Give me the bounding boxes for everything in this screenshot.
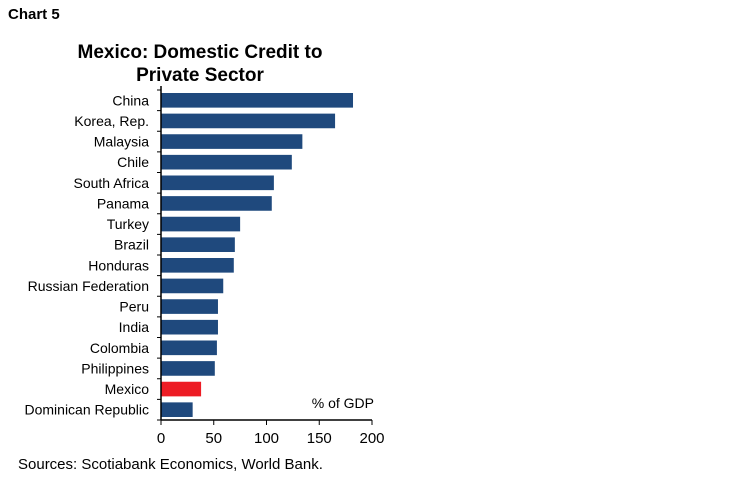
bar-india <box>161 319 218 335</box>
x-tick-label: 100 <box>254 430 279 447</box>
sources-note: Sources: Scotiabank Economics, World Ban… <box>18 456 323 473</box>
category-label: South Africa <box>74 175 150 191</box>
bar-chile <box>161 154 292 170</box>
chart-title-line1: Mexico: Domestic Credit to <box>77 42 323 63</box>
category-label: Russian Federation <box>28 278 149 294</box>
bar-china <box>161 93 354 108</box>
bar-korea-rep- <box>161 113 336 129</box>
chart-number: Chart 5 <box>8 6 60 23</box>
bar-brazil <box>161 237 235 252</box>
bar-panama <box>161 196 272 211</box>
bar-philippines <box>161 361 215 376</box>
category-label: Dominican Republic <box>24 402 149 418</box>
category-label: Panama <box>97 195 149 211</box>
bar-turkey <box>161 216 241 232</box>
bar-colombia <box>161 340 217 356</box>
category-label: Turkey <box>107 216 149 232</box>
x-tick-label: 50 <box>205 430 222 447</box>
bar-malaysia <box>161 134 303 149</box>
category-label: Peru <box>119 299 149 315</box>
bar-mexico <box>161 381 202 397</box>
x-tick-label: 150 <box>307 430 332 447</box>
category-label: China <box>112 92 149 108</box>
bar-south-africa <box>161 175 274 191</box>
bar-peru <box>161 299 218 314</box>
category-label: Malaysia <box>94 134 149 150</box>
category-label: Colombia <box>90 340 149 356</box>
chart-title-line2: Private Sector <box>136 65 264 86</box>
x-tick-label: 0 <box>157 430 165 447</box>
x-tick-label: 200 <box>359 430 384 447</box>
bar-dominican-republic <box>161 402 193 417</box>
category-label: Chile <box>117 154 149 170</box>
category-label: Korea, Rep. <box>74 113 149 129</box>
category-label: Brazil <box>114 237 149 253</box>
bar-russian-federation <box>161 278 224 294</box>
category-label: India <box>119 319 150 335</box>
category-label: Philippines <box>81 360 149 376</box>
unit-label: % of GDP <box>312 395 374 411</box>
category-label: Mexico <box>105 381 150 397</box>
category-label: Honduras <box>88 257 149 273</box>
bar-honduras <box>161 258 234 273</box>
